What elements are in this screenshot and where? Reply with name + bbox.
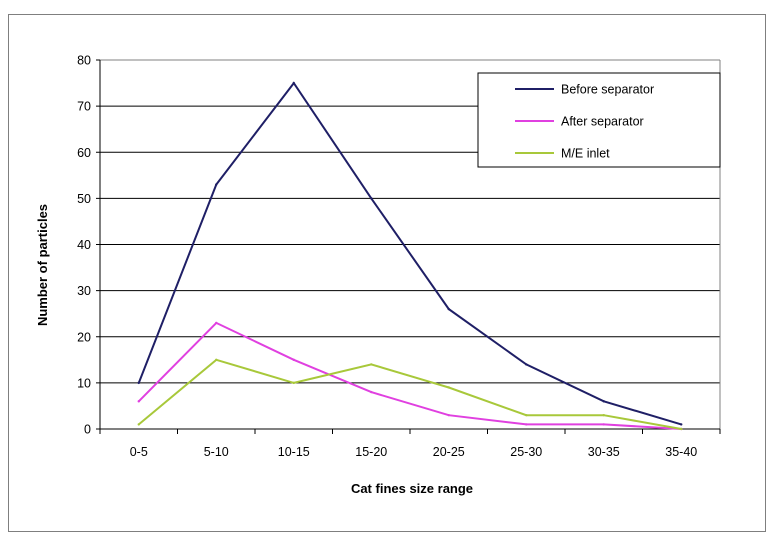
- y-tick-label: 20: [77, 330, 91, 344]
- data-point: [447, 307, 450, 311]
- axes: [96, 59, 721, 434]
- x-tick-label: 30-35: [588, 445, 620, 459]
- data-point: [215, 183, 218, 186]
- y-tick-label: 70: [77, 100, 91, 114]
- y-tick-label: 80: [77, 54, 91, 68]
- data-point: [370, 197, 373, 200]
- data-point: [370, 390, 373, 394]
- x-tick-labels: 0-5 5-10 10-15 15-20 20-25 25-30 30-35 35-40: [130, 445, 698, 459]
- data-point: [602, 423, 605, 426]
- x-tick-label: 35-40: [665, 445, 697, 459]
- legend: Before separator After separator M/E inlet: [477, 72, 721, 168]
- x-tick-label: 10-15: [278, 445, 310, 459]
- data-point: [602, 400, 605, 403]
- series-line-m-e-inlet: [138, 358, 682, 430]
- data-point: [447, 386, 450, 389]
- data-point: [602, 413, 605, 417]
- data-point: [137, 400, 140, 403]
- data-point: [525, 413, 528, 417]
- x-tick-label: 5-10: [204, 445, 229, 459]
- y-tick-labels: 0 10 20 30 40 50 60 70 80: [77, 54, 91, 437]
- data-point: [292, 381, 295, 385]
- x-tick-label: 15-20: [355, 445, 387, 459]
- x-axis-title: Cat fines size range: [351, 481, 473, 496]
- y-tick-label: 60: [77, 146, 91, 160]
- y-axis-title: Number of particles: [35, 204, 50, 326]
- x-tick-label: 25-30: [510, 445, 542, 459]
- y-tick-label: 50: [77, 192, 91, 206]
- data-point: [137, 381, 140, 385]
- data-point: [680, 423, 683, 426]
- y-tick-label: 30: [77, 284, 91, 298]
- data-point: [525, 423, 528, 426]
- y-tick-label: 0: [84, 423, 91, 437]
- x-tick-label: 20-25: [433, 445, 465, 459]
- data-point: [292, 358, 295, 362]
- data-point: [447, 413, 450, 417]
- series-line-after-separator: [138, 321, 682, 430]
- data-point: [292, 81, 295, 85]
- x-tick-label: 0-5: [130, 445, 148, 459]
- series-lines: [137, 81, 683, 431]
- data-point: [215, 321, 218, 325]
- data-point: [137, 423, 140, 426]
- legend-label: Before separator: [561, 83, 654, 97]
- y-tick-label: 10: [77, 376, 91, 390]
- series-line-before-separator: [137, 81, 682, 426]
- data-point: [215, 358, 218, 362]
- data-point: [525, 363, 528, 366]
- legend-label: M/E inlet: [561, 147, 610, 161]
- legend-label: After separator: [561, 115, 644, 129]
- data-point: [680, 427, 683, 431]
- y-tick-label: 40: [77, 238, 91, 252]
- data-point: [370, 363, 373, 366]
